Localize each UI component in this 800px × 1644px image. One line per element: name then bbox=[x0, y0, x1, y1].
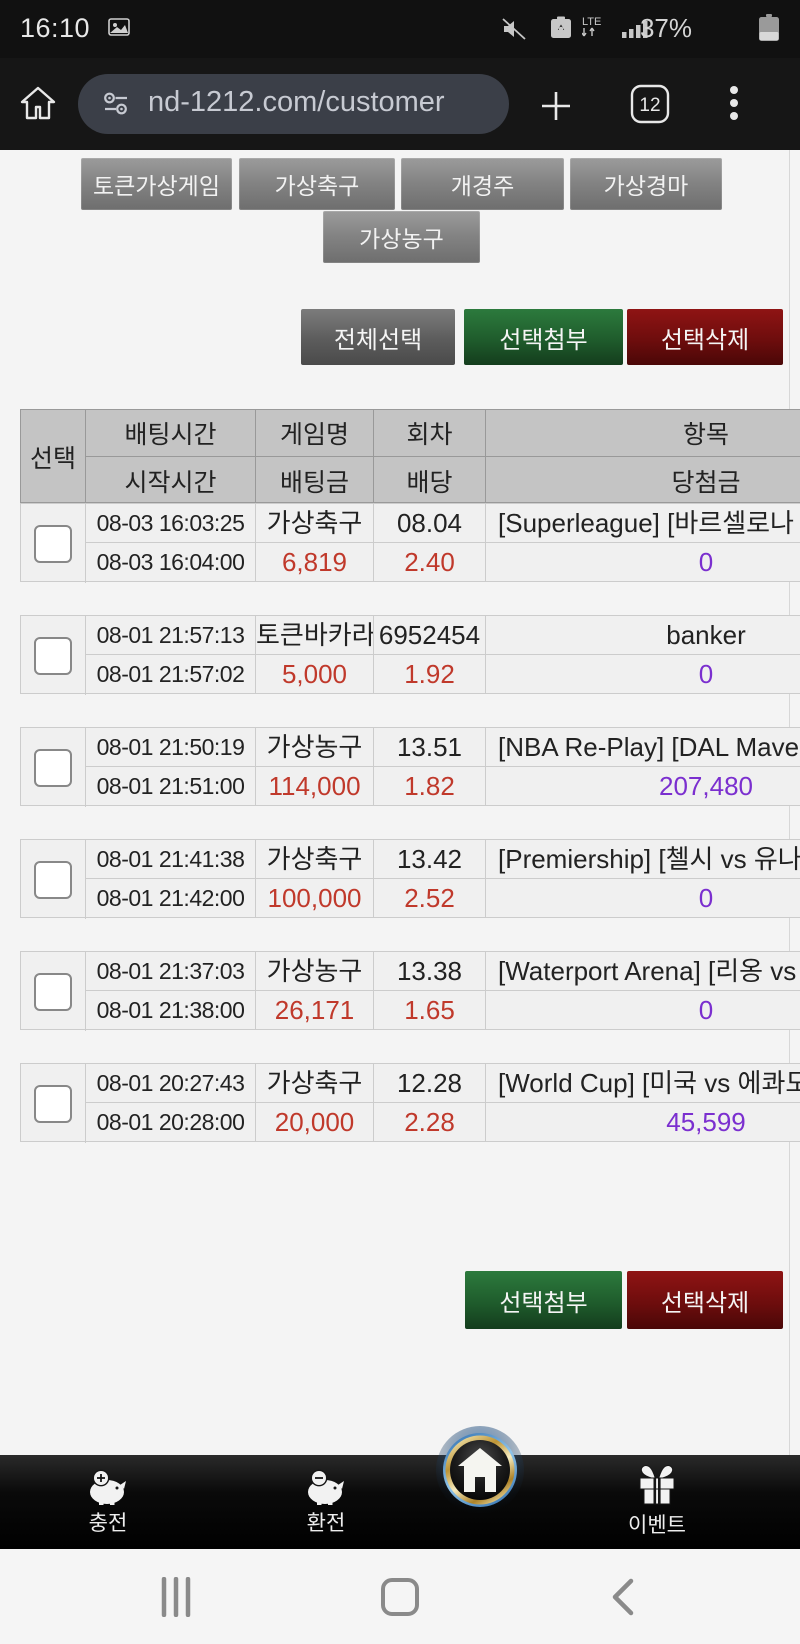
svg-text:12: 12 bbox=[639, 95, 660, 116]
svg-text:LTE: LTE bbox=[582, 16, 601, 28]
